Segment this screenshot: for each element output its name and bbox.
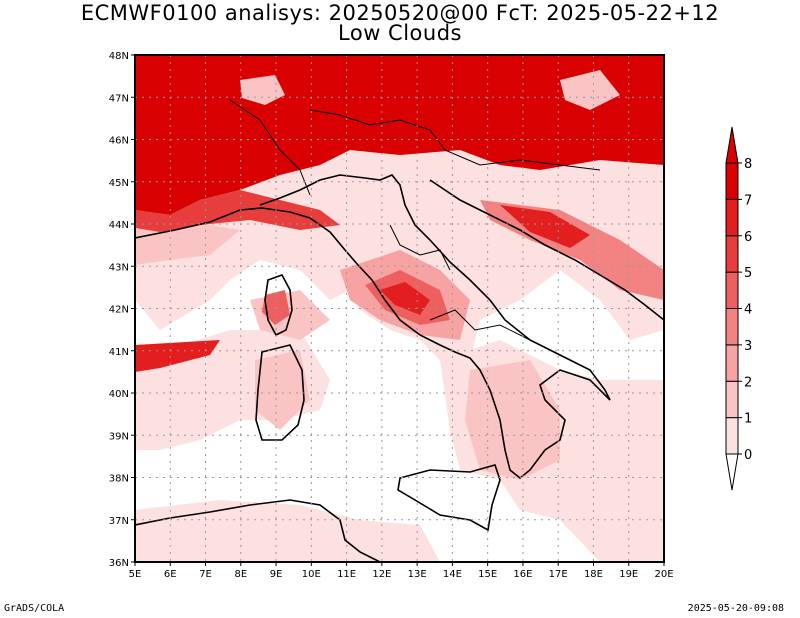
- colorbar-label: 4: [744, 303, 752, 318]
- y-axis: 36N 37N 38N 39N 40N 41N 42N 43N 44N 45N 46N 47N 48N: [109, 51, 135, 569]
- x-tick-label: 11E: [337, 569, 356, 580]
- y-tick-label: 45N: [109, 178, 129, 189]
- x-tick-label: 19E: [619, 569, 638, 580]
- x-tick-label: 9E: [270, 569, 283, 580]
- x-tick-label: 5E: [129, 569, 142, 580]
- x-tick-label: 6E: [164, 569, 177, 580]
- colorbar-segment: [725, 271, 739, 309]
- x-tick-label: 16E: [513, 569, 532, 580]
- cloud-layer-2-sardinia: [255, 350, 310, 430]
- y-tick-label: 47N: [109, 93, 129, 104]
- colorbar-segment: [725, 198, 739, 237]
- corsica-coastline: [264, 274, 293, 337]
- y-tick-label: 40N: [109, 389, 129, 400]
- y-tick-label: 44N: [109, 220, 129, 231]
- gridlines: [135, 55, 664, 562]
- borders: [229, 99, 601, 341]
- y-tick-label: 39N: [109, 431, 129, 442]
- coastlines: [135, 174, 664, 562]
- y-tick-label: 37N: [109, 516, 129, 527]
- colorbar-label: 0: [744, 448, 752, 463]
- north-africa-coastline: [135, 499, 381, 562]
- colorbar-label: 2: [744, 375, 752, 390]
- balkan-coastline: [429, 179, 664, 321]
- colorbar-label: 3: [744, 339, 752, 354]
- colorbar-label: 7: [744, 193, 752, 208]
- x-tick-label: 18E: [584, 569, 603, 580]
- x-axis: 5E 6E 7E 8E 9E 10E 11E 12E 13E 14E 15E 16E 17E 18E 19E…: [129, 562, 674, 580]
- cloud-layer-1-africa: [135, 500, 440, 562]
- y-tick-label: 42N: [109, 305, 129, 316]
- colorbar-max-arrow: [725, 126, 739, 164]
- cloud-layer-7-croatia: [500, 205, 590, 248]
- y-tick-label: 41N: [109, 347, 129, 358]
- colorbar: 0 1 2 3 4 5 6 7 8: [725, 126, 752, 491]
- border-line: [229, 99, 311, 196]
- y-tick-label: 38N: [109, 474, 129, 485]
- border-line: [429, 309, 531, 341]
- footer-timestamp: 2025-05-20-09:08: [687, 603, 784, 614]
- y-tick-label: 43N: [109, 262, 129, 273]
- colorbar-segment: [725, 344, 739, 382]
- x-tick-label: 12E: [372, 569, 391, 580]
- italy-coastline: [135, 174, 611, 480]
- colorbar-segment: [725, 162, 739, 200]
- colorbar-segment: [725, 308, 739, 346]
- border-line: [444, 149, 601, 171]
- y-tick-label: 46N: [109, 136, 129, 147]
- cloud-gap: [560, 70, 620, 110]
- x-tick-label: 8E: [234, 569, 247, 580]
- colorbar-segment: [725, 417, 739, 455]
- colorbar-label: 1: [744, 412, 752, 427]
- colorbar-segment: [725, 235, 739, 273]
- border-line: [389, 224, 451, 271]
- cloud-layer-2-calabria: [465, 360, 560, 480]
- footer-credit: GrADS/COLA: [4, 603, 65, 614]
- cloud-layer-7-west: [135, 340, 220, 372]
- colorbar-label: 6: [744, 230, 752, 245]
- cloud-gap: [240, 75, 285, 105]
- x-tick-label: 15E: [478, 569, 497, 580]
- colorbar-label: 5: [744, 266, 752, 281]
- x-tick-label: 17E: [549, 569, 568, 580]
- y-tick-label: 48N: [109, 51, 129, 62]
- x-tick-label: 14E: [443, 569, 462, 580]
- map-subtitle: Low Clouds: [338, 21, 462, 45]
- x-tick-label: 7E: [199, 569, 212, 580]
- sicily-coastline: [397, 464, 501, 532]
- y-tick-label: 36N: [109, 558, 129, 569]
- x-tick-label: 20E: [654, 569, 673, 580]
- colorbar-label: 8: [744, 157, 752, 172]
- x-tick-label: 10E: [302, 569, 321, 580]
- cloud-layer-7-central: [380, 282, 430, 315]
- map-title: ECMWF0100 analisys: 20250520@00 FcT: 202…: [80, 1, 720, 25]
- border-line: [309, 109, 446, 151]
- cloud-fields: [135, 55, 664, 562]
- colorbar-min-arrow: [725, 453, 739, 491]
- sardinia-coastline: [255, 344, 305, 441]
- x-tick-label: 13E: [408, 569, 427, 580]
- colorbar-segment: [725, 380, 739, 419]
